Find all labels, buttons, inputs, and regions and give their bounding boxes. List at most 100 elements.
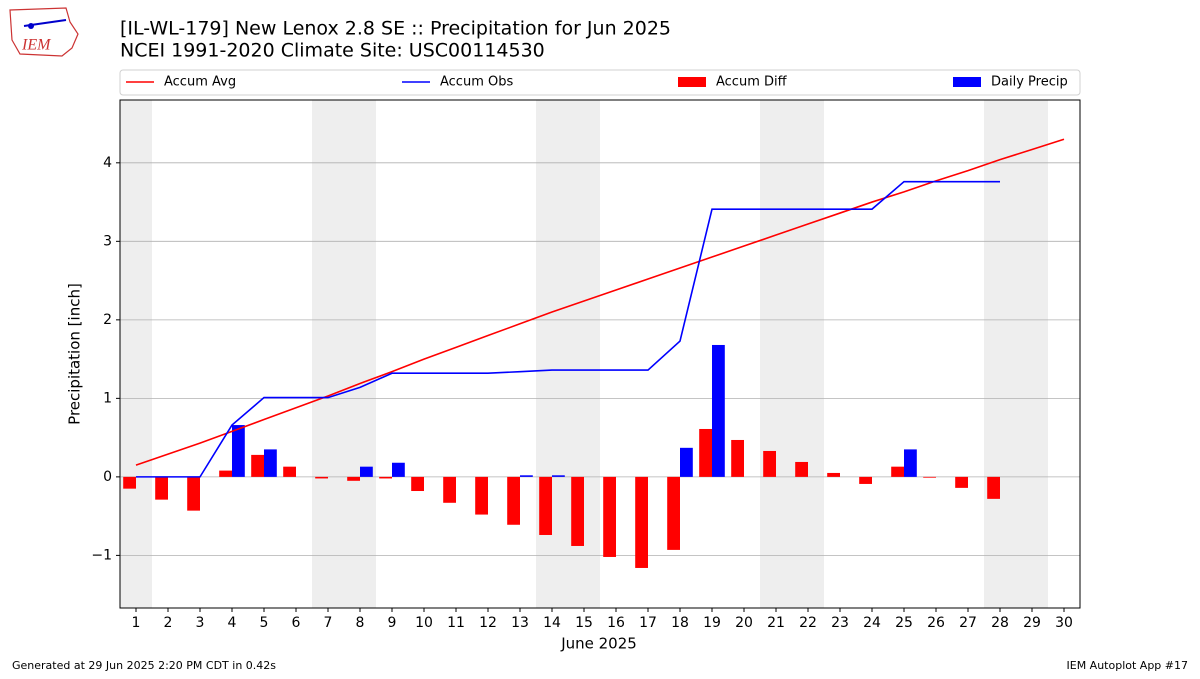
legend-label: Daily Precip [991,75,1068,90]
weekend-shade [792,100,824,608]
y-tick-label: −1 [91,547,112,563]
x-tick-label: 17 [639,615,657,631]
x-tick-label: 1 [132,615,141,631]
logo-text: IEM [21,37,52,54]
footer-left: Generated at 29 Jun 2025 2:20 PM CDT in … [12,659,276,672]
x-tick-label: 20 [735,615,753,631]
legend: Accum Avg Accum Obs Accum Diff Daily Precip [119,69,1081,96]
weekend-shade [312,100,344,608]
x-tick-label: 16 [607,615,625,631]
bar [315,476,328,479]
bar [187,476,200,511]
weekend-shade [120,100,152,608]
x-tick-label: 29 [1023,615,1041,631]
bar [923,476,936,478]
x-tick-label: 24 [863,615,881,631]
chart-subtitle: NCEI 1991-2020 Climate Site: USC00114530 [120,40,545,62]
x-tick-label: 19 [703,615,721,631]
bar [347,476,360,481]
bar [232,425,245,477]
legend-label: Accum Avg [164,75,236,90]
x-tick-label: 18 [671,615,689,631]
x-tick-label: 21 [767,615,785,631]
x-tick-label: 22 [799,615,817,631]
bar [712,344,725,477]
bar [635,476,648,568]
weekend-shade [984,100,1016,608]
legend-label: Accum Diff [716,75,788,90]
legend-label: Accum Obs [440,75,513,90]
bar [392,462,405,477]
bar [795,461,808,477]
bar [520,475,533,477]
bar [539,476,552,535]
bar [904,449,917,477]
legend-box [119,69,1081,96]
bar [987,476,1000,499]
plot-frame [119,99,1081,609]
x-tick-label: 15 [575,615,593,631]
x-tick-label: 23 [831,615,849,631]
bar [155,476,168,500]
bar [603,476,616,557]
bar [360,466,373,477]
y-axis-label: Precipitation [inch] [66,283,84,425]
bar [667,476,680,550]
logo-outline [9,7,79,57]
bar [955,476,968,488]
y-tick-label: 3 [103,233,112,249]
bar [552,475,565,477]
x-tick-label: 2 [164,615,173,631]
x-tick-label: 3 [196,615,205,631]
x-tick-label: 6 [292,615,301,631]
bar [264,449,277,477]
x-tick-label: 26 [927,615,945,631]
bar [859,476,872,484]
line [135,138,1065,466]
line [136,180,1000,478]
bar [475,476,488,515]
x-tick-label: 10 [415,615,433,631]
bar [507,476,520,525]
bar [219,470,232,477]
bar [123,476,136,489]
x-tick-label: 8 [356,615,365,631]
y-tick-label: 1 [103,390,112,406]
bar [571,476,584,546]
x-tick-label: 7 [324,615,333,631]
chart-title: [IL-WL-179] New Lenox 2.8 SE :: Precipit… [120,18,671,40]
legend-swatch [953,77,981,87]
weekend-shade [344,100,376,608]
footer-right: IEM Autoplot App #17 [1067,659,1189,672]
x-tick-label: 14 [543,615,561,631]
bar [251,454,264,477]
weekend-shade [1016,100,1048,608]
x-tick-label: 30 [1055,615,1073,631]
bar [411,476,424,492]
bar [283,466,296,477]
y-tick-label: 0 [103,469,112,485]
x-tick-label: 4 [228,615,237,631]
bar [827,472,840,477]
x-tick-label: 5 [260,615,269,631]
bar [680,447,693,477]
x-tick-label: 11 [447,615,465,631]
x-tick-label: 25 [895,615,913,631]
bar [763,450,776,477]
x-tick-label: 28 [991,615,1009,631]
x-tick-label: 9 [388,615,397,631]
bar [891,466,904,477]
bar [443,476,456,503]
x-tick-label: 13 [511,615,529,631]
bar [699,428,712,477]
bar [731,439,744,477]
x-tick-label: 12 [479,615,497,631]
bar [379,476,392,479]
x-axis-label: June 2025 [560,635,637,653]
weekend-shade [760,100,792,608]
y-tick-label: 2 [103,312,112,328]
y-tick-label: 4 [103,155,112,171]
x-tick-label: 27 [959,615,977,631]
